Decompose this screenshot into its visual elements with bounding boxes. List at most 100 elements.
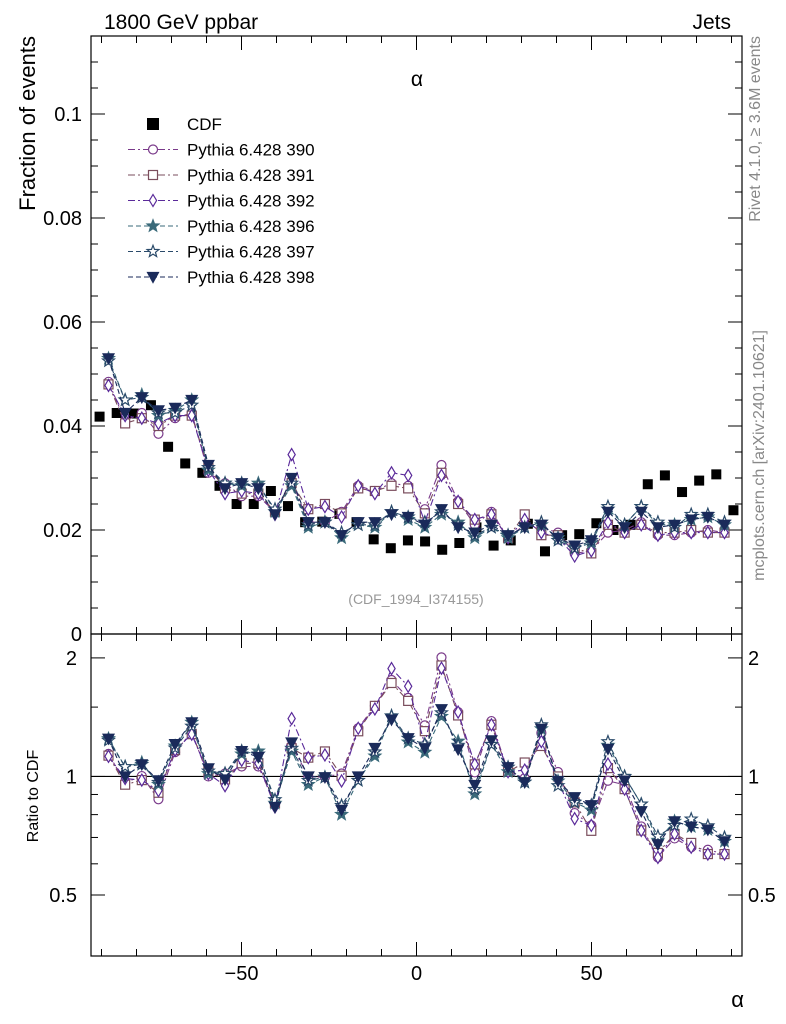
series-3-point [686, 525, 696, 540]
series-6-point [584, 535, 598, 548]
plot-title: α [411, 68, 423, 91]
legend-marker-series-1 [147, 144, 159, 155]
series-6-point [151, 405, 165, 418]
series-3-ratio-point [104, 749, 113, 764]
series-6-point [434, 504, 448, 516]
series-3-point [104, 378, 113, 393]
series-6-point [135, 392, 149, 405]
legend-label-series-3: Pythia 6.428 392 [187, 192, 315, 211]
series-3-ratio-point [487, 717, 496, 732]
series-4-ratio-point [467, 786, 483, 801]
cdf-data-point [231, 499, 242, 509]
series-4-ratio-point [367, 748, 383, 763]
series-3-ratio-point [620, 781, 629, 797]
series-6-point [218, 483, 232, 496]
series-3-point [720, 525, 729, 540]
y-axis-label: Fraction of events [15, 36, 40, 211]
series-6-ratio-point [651, 839, 665, 852]
ratio-tick-label-left: 2 [66, 648, 77, 670]
series-6-ratio-point [218, 774, 232, 787]
cdf-data-point [197, 467, 208, 478]
series-6-ratio-point [451, 744, 465, 757]
series-6-point [468, 527, 482, 540]
series-3-ratio-point [287, 711, 296, 726]
series-3-ratio-point [670, 826, 679, 842]
cdf-data-point [385, 543, 396, 554]
cdf-data-point [659, 470, 670, 481]
legend-label-cdf: CDF [187, 115, 222, 134]
series-6-point [568, 540, 582, 553]
legend-marker-series-5 [145, 243, 161, 258]
series-6-ratio-point [285, 737, 299, 750]
series-6-ratio-point [568, 792, 582, 805]
series-6-point [684, 514, 698, 527]
series-6-point [401, 511, 415, 524]
series-6-point [351, 517, 365, 529]
series-6-ratio-point [185, 717, 199, 730]
series-6-ratio-point [135, 759, 149, 772]
ratio-tick-label-right: 0.5 [748, 885, 776, 907]
series-6-ratio-point [468, 779, 482, 792]
series-6-point [301, 517, 315, 529]
series-3-ratio-point [636, 823, 646, 838]
series-6-ratio-point [551, 775, 565, 788]
series-3-point [570, 548, 579, 564]
series-3-ratio-point [353, 721, 363, 736]
series-3-point [437, 468, 446, 483]
series-4-ratio-point [300, 776, 316, 791]
series-6-point [534, 519, 548, 532]
series-3-ratio-point [653, 850, 663, 865]
series-2-ratio-point [386, 677, 397, 689]
series-2-point [386, 480, 397, 491]
y-tick-label: 0.06 [43, 312, 82, 334]
series-6-point [118, 407, 132, 420]
series-6-ratio-point [501, 762, 515, 774]
series-6-ratio-point [584, 800, 598, 812]
series-6-point [368, 517, 382, 529]
cdf-data-point [368, 534, 379, 545]
series-2-ratio-point [403, 695, 414, 706]
series-3-point [303, 502, 313, 517]
series-6-point [268, 509, 282, 522]
cdf-data-point [728, 505, 739, 516]
series-3-ratio-point [720, 846, 729, 862]
series-3-point [320, 499, 330, 514]
legend-label-series-6: Pythia 6.428 398 [187, 268, 315, 287]
series-6-ratio-point [101, 733, 116, 746]
series-6-point [634, 506, 648, 519]
series-6-point [201, 459, 215, 472]
cdf-data-point [111, 408, 122, 418]
series-6-point [335, 530, 349, 542]
series-6-ratio-point [318, 772, 332, 784]
cdf-data-point [608, 525, 619, 535]
series-3-ratio-point [570, 811, 579, 826]
series-2-ratio-line [108, 663, 725, 855]
series-3-ratio-point [370, 701, 380, 717]
series-5-ratio-point [117, 758, 133, 774]
series-3-ratio-point [587, 818, 596, 833]
series-3-point [154, 416, 163, 431]
series-6-point [168, 402, 182, 415]
series-6-ratio-point [151, 775, 165, 788]
series-6-ratio-point [484, 735, 498, 748]
series-3-point [703, 525, 713, 540]
y-tick-label: 0.1 [54, 104, 82, 126]
cdf-data-point [625, 519, 636, 530]
legend-label-series-1: Pythia 6.428 390 [187, 141, 315, 160]
legend-marker-series-6 [146, 271, 160, 284]
series-6-point [451, 522, 465, 535]
x-tick-label: 50 [580, 963, 602, 985]
series-6-ratio-point [251, 751, 265, 764]
series-6-point [501, 530, 515, 542]
ratio-axis-label: Ratio to CDF [25, 750, 42, 843]
series-6-ratio-point [118, 771, 132, 784]
series-3-ratio-point [686, 840, 696, 855]
series-3-ratio-point [537, 734, 546, 749]
process-label: Jets [692, 11, 731, 34]
series-3-ratio-line [108, 666, 725, 859]
x-axis-label: α [731, 987, 744, 1012]
series-6-point [701, 511, 715, 524]
x-tick-label: −50 [225, 963, 259, 985]
y-tick-label: 0 [71, 624, 82, 646]
series-3-point [470, 512, 480, 527]
